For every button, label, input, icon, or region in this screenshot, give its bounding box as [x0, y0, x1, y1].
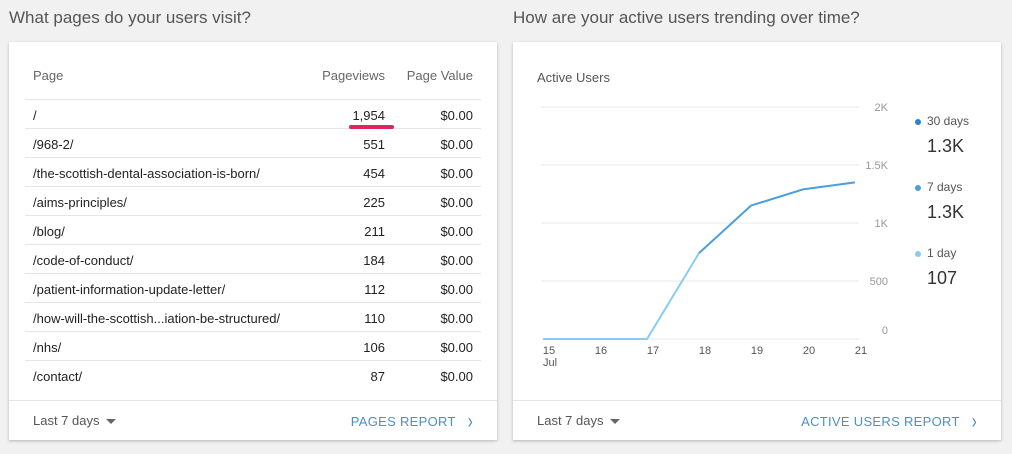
row-page-value: $0.00: [440, 195, 473, 210]
row-page-path: /contact/: [33, 369, 83, 384]
table-row[interactable]: /how-will-the-scottish...iation-be-struc…: [25, 302, 481, 331]
y-tick-label: 0: [882, 325, 888, 337]
row-page-value: $0.00: [440, 253, 473, 268]
x-tick-sublabel: Jul: [543, 357, 557, 369]
pages-report-label: PAGES REPORT: [350, 414, 456, 429]
pages-date-range-dropdown[interactable]: Last 7 days: [33, 413, 116, 428]
legend-label: 1 day: [927, 246, 957, 260]
chart-legend: 30 days 1.3K 7 days 1.3K 1 day 107: [915, 114, 969, 312]
x-tick-label: 18: [699, 345, 711, 357]
legend-label: 7 days: [927, 180, 963, 194]
table-row[interactable]: / 1,954 $0.00: [25, 99, 481, 128]
active-users-card-footer: Last 7 days ACTIVE USERS REPORT ›: [513, 400, 1001, 440]
table-row[interactable]: /code-of-conduct/184 $0.00: [25, 244, 481, 273]
row-page-path: /blog/: [33, 224, 65, 239]
pages-card-footer: Last 7 days PAGES REPORT ›: [9, 400, 497, 440]
row-page-path: /code-of-conduct/: [33, 253, 134, 268]
x-tick-label: 16: [595, 345, 607, 357]
caret-down-icon: [105, 419, 116, 425]
row-page-value: $0.00: [440, 282, 473, 297]
header-page[interactable]: Page: [33, 68, 64, 83]
legend-value: 107: [927, 268, 958, 288]
active-users-chart: 0 500 1K 1.5K 2K 15 16 17 18 19 20 21 Jul: [541, 102, 889, 369]
legend-dot-icon: [915, 250, 921, 257]
row-page-value: $0.00: [440, 166, 473, 181]
table-row[interactable]: /patient-information-update-letter/112 $0…: [25, 273, 481, 302]
table-header: Page Pageviews Page Value: [9, 68, 497, 98]
row-page-path: /aims-principles/: [33, 195, 127, 210]
row-page-path: /how-will-the-scottish...iation-be-struc…: [33, 311, 281, 326]
chart-title: Active Users: [537, 70, 610, 85]
row-pageviews: 106: [363, 340, 385, 355]
legend-item: 1 day 107: [915, 246, 969, 312]
chevron-right-icon: ›: [971, 409, 977, 434]
row-page-value: $0.00: [440, 340, 473, 355]
row-pageviews: 110: [364, 311, 385, 326]
row-page-value: $0.00: [440, 369, 473, 384]
row-page-value: $0.00: [440, 108, 473, 123]
legend-label: 30 days: [927, 114, 970, 128]
table-row[interactable]: /the-scottish-dental-association-is-born…: [25, 157, 481, 186]
x-tick-label: 17: [647, 345, 659, 357]
users-section-title: How are your active users trending over …: [513, 8, 860, 27]
pages-report-link[interactable]: PAGES REPORT ›: [350, 410, 473, 434]
date-range-label: Last 7 days: [537, 413, 604, 428]
series-line-7-day: [698, 181, 856, 254]
row-page-path: /nhs/: [33, 340, 62, 355]
row-page-value: $0.00: [440, 311, 473, 326]
row-pageviews: 211: [364, 224, 385, 239]
y-tick-label: 2K: [875, 102, 889, 114]
pageviews-highlight-underline: [349, 125, 394, 129]
legend-dot-icon: [915, 118, 921, 125]
y-tick-label: 1.5K: [865, 160, 888, 172]
table-row[interactable]: /aims-principles/225 $0.00: [25, 186, 481, 215]
pages-card: Page Pageviews Page Value / 1,954 $0.00/96…: [9, 42, 497, 440]
date-range-label: Last 7 days: [33, 413, 100, 428]
x-tick-label: 15: [543, 345, 555, 357]
table-row[interactable]: /968-2/551 $0.00: [25, 128, 481, 157]
row-page-path: /968-2/: [33, 137, 74, 152]
x-tick-label: 20: [803, 345, 815, 357]
active-users-report-link[interactable]: ACTIVE USERS REPORT ›: [801, 410, 977, 434]
row-pageviews: 184: [363, 253, 385, 268]
x-tick-label: 19: [751, 345, 763, 357]
y-tick-label: 1K: [875, 218, 889, 230]
row-page-path: /patient-information-update-letter/: [33, 282, 226, 297]
row-pageviews: 112: [364, 282, 385, 297]
row-pageviews: 1,954: [352, 108, 385, 123]
row-page-value: $0.00: [440, 137, 473, 152]
row-page-value: $0.00: [440, 224, 473, 239]
legend-dot-icon: [915, 184, 921, 191]
x-tick-label: 21: [855, 345, 867, 357]
row-page-path: /: [33, 108, 37, 123]
active-users-card: Active Users 0 500 1K 1.5K 2K 15 16 17 18 19 20 21 J…: [513, 42, 1001, 440]
table-row[interactable]: /contact/87 $0.00: [25, 360, 481, 389]
caret-down-icon: [609, 419, 620, 425]
legend-value: 1.3K: [927, 136, 965, 156]
header-pageviews[interactable]: Pageviews: [322, 68, 385, 83]
legend-item: 7 days 1.3K: [915, 180, 969, 246]
row-pageviews: 87: [370, 369, 385, 384]
row-pageviews: 551: [363, 137, 385, 152]
header-page-value[interactable]: Page Value: [406, 68, 473, 83]
legend-item: 30 days 1.3K: [915, 114, 969, 180]
active-users-report-label: ACTIVE USERS REPORT: [801, 414, 960, 429]
pages-section-title: What pages do your users visit?: [9, 8, 251, 27]
table-row[interactable]: /blog/211 $0.00: [25, 215, 481, 244]
series-line-1-day: [543, 252, 700, 340]
row-pageviews: 225: [363, 195, 385, 210]
chevron-right-icon: ›: [467, 409, 473, 434]
legend-value: 1.3K: [927, 202, 965, 222]
table-row[interactable]: /nhs/106 $0.00: [25, 331, 481, 360]
row-page-path: /the-scottish-dental-association-is-born…: [33, 166, 260, 181]
y-tick-label: 500: [870, 276, 888, 288]
users-date-range-dropdown[interactable]: Last 7 days: [537, 413, 620, 428]
row-pageviews: 454: [363, 166, 385, 181]
